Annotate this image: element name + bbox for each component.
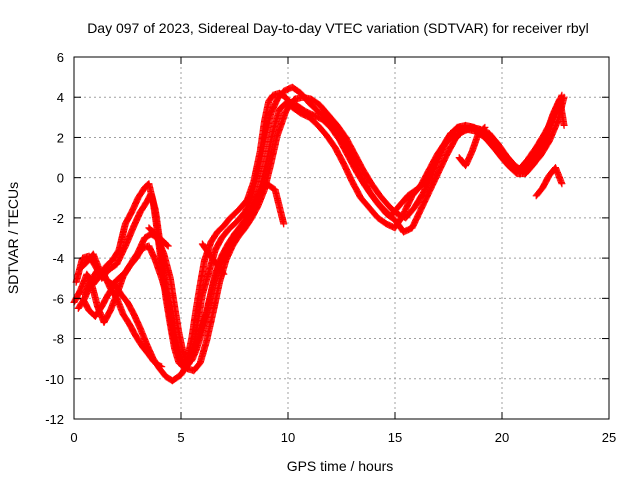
data-point	[558, 91, 566, 99]
data-point	[481, 123, 489, 131]
x-tick-label: 0	[70, 430, 77, 445]
y-tick-label: 0	[57, 171, 64, 186]
data-series	[145, 224, 172, 250]
grid	[74, 57, 609, 419]
data-series	[198, 240, 228, 278]
x-tick-label: 25	[602, 430, 616, 445]
axes-frame	[73, 56, 610, 420]
data-point	[220, 270, 228, 278]
data-series	[532, 164, 566, 200]
y-tick-label: -4	[52, 251, 64, 266]
x-tick-label: 15	[388, 430, 402, 445]
x-tick-label: 5	[177, 430, 184, 445]
y-tick-label: -6	[52, 291, 64, 306]
data-point	[480, 124, 488, 132]
y-tick-label: 4	[57, 90, 64, 105]
y-tick-label: -8	[52, 332, 64, 347]
chart-title: Day 097 of 2023, Sidereal Day-to-day VTE…	[87, 20, 589, 36]
data-series	[81, 266, 166, 371]
plot-frame	[73, 56, 610, 420]
y-tick-label: -12	[45, 412, 64, 427]
data-series	[455, 123, 489, 170]
y-tick-label: -2	[52, 211, 64, 226]
y-tick-label: 6	[57, 50, 64, 65]
y-tick-label: -10	[45, 372, 64, 387]
tick-marks	[73, 56, 610, 420]
data-point	[280, 220, 288, 228]
data-point	[163, 241, 171, 249]
data-point	[158, 363, 166, 371]
y-axis-label: SDTVAR / TECUs	[5, 182, 21, 294]
x-tick-label: 20	[495, 430, 509, 445]
data-point	[560, 121, 568, 129]
x-axis-label: GPS time / hours	[287, 458, 394, 474]
data-point	[219, 269, 227, 277]
data-point	[164, 242, 172, 250]
y-tick-label: 2	[57, 130, 64, 145]
data-points	[70, 83, 568, 385]
tick-labels: 0 5 10 15 20 25 -12 -10 -8 -6 -4 -2 0 2 4 6	[45, 50, 616, 445]
x-tick-label: 10	[281, 430, 295, 445]
data-point	[558, 180, 566, 188]
